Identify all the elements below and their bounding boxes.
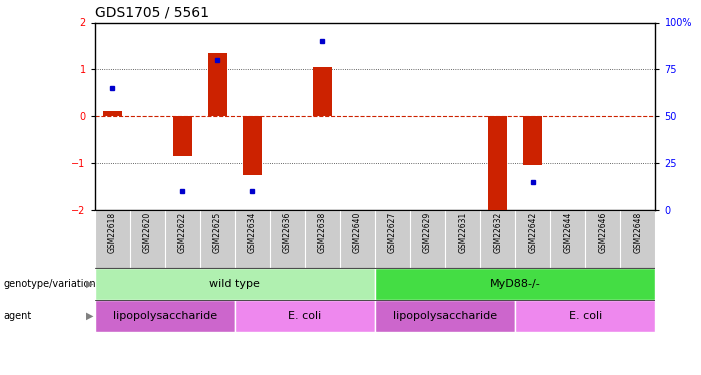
- Text: agent: agent: [4, 311, 32, 321]
- Bar: [375, 300, 515, 332]
- Text: GSM22644: GSM22644: [564, 212, 572, 253]
- Text: GSM22646: GSM22646: [599, 212, 607, 253]
- Bar: [207, 53, 227, 116]
- Text: GSM22636: GSM22636: [283, 212, 292, 253]
- Text: GSM22631: GSM22631: [458, 212, 467, 253]
- Bar: [95, 268, 375, 300]
- Text: lipopolysaccharide: lipopolysaccharide: [393, 311, 497, 321]
- Bar: [243, 116, 262, 175]
- Bar: [102, 111, 122, 116]
- Bar: [515, 300, 655, 332]
- Text: ▶: ▶: [86, 311, 94, 321]
- Text: GSM22620: GSM22620: [143, 212, 151, 253]
- Text: GSM22640: GSM22640: [353, 212, 362, 253]
- Text: GSM22648: GSM22648: [634, 212, 642, 253]
- Bar: [95, 300, 235, 332]
- Bar: [488, 116, 508, 210]
- Bar: [313, 67, 332, 116]
- Text: ▶: ▶: [86, 279, 94, 289]
- Text: GSM22634: GSM22634: [248, 212, 257, 253]
- Text: GSM22625: GSM22625: [213, 212, 222, 253]
- Text: GSM22622: GSM22622: [178, 212, 186, 253]
- Text: MyD88-/-: MyD88-/-: [490, 279, 540, 289]
- Text: E. coli: E. coli: [569, 311, 602, 321]
- Text: GSM22638: GSM22638: [318, 212, 327, 253]
- Bar: [235, 300, 375, 332]
- Text: GSM22632: GSM22632: [494, 212, 502, 253]
- Bar: [375, 268, 655, 300]
- Text: wild type: wild type: [210, 279, 260, 289]
- Text: GSM22629: GSM22629: [423, 212, 432, 253]
- Bar: [172, 116, 192, 156]
- Text: E. coli: E. coli: [288, 311, 322, 321]
- Text: genotype/variation: genotype/variation: [4, 279, 96, 289]
- Text: GSM22642: GSM22642: [529, 212, 537, 253]
- Text: GDS1705 / 5561: GDS1705 / 5561: [95, 6, 209, 20]
- Text: lipopolysaccharide: lipopolysaccharide: [113, 311, 217, 321]
- Bar: [523, 116, 543, 165]
- Text: GSM22627: GSM22627: [388, 212, 397, 253]
- Text: GSM22618: GSM22618: [108, 212, 116, 253]
